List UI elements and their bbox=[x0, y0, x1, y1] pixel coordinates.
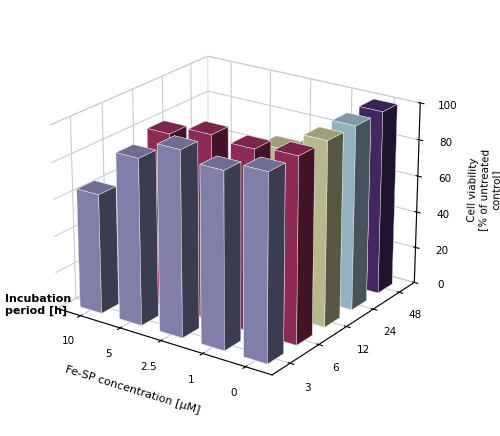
Text: Incubation
period [h]: Incubation period [h] bbox=[5, 294, 71, 316]
X-axis label: Fe-SP concentration [μM]: Fe-SP concentration [μM] bbox=[64, 365, 201, 416]
